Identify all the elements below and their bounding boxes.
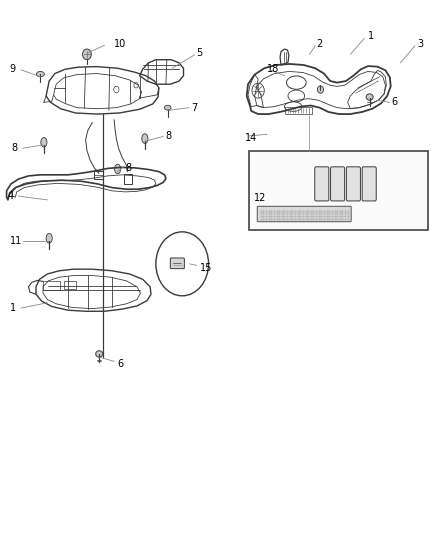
Bar — [249, 151, 427, 230]
Text: 15: 15 — [200, 263, 212, 272]
Ellipse shape — [36, 71, 44, 77]
FancyBboxPatch shape — [170, 258, 184, 269]
Text: 6: 6 — [117, 359, 124, 368]
Ellipse shape — [95, 351, 102, 357]
FancyBboxPatch shape — [346, 167, 360, 201]
Bar — [94, 171, 103, 179]
Text: 8: 8 — [11, 143, 17, 153]
Text: 7: 7 — [191, 103, 197, 112]
Text: 10: 10 — [114, 39, 126, 49]
Bar — [285, 107, 311, 114]
FancyBboxPatch shape — [361, 167, 375, 201]
Text: 1: 1 — [367, 31, 373, 41]
Text: 5: 5 — [196, 49, 202, 58]
Text: 14: 14 — [244, 133, 257, 142]
Text: 12: 12 — [253, 193, 265, 203]
Text: 6: 6 — [391, 98, 397, 107]
Ellipse shape — [365, 94, 372, 100]
Text: 3: 3 — [416, 39, 422, 49]
Text: 1: 1 — [10, 303, 16, 313]
Bar — [124, 174, 131, 184]
Text: 4: 4 — [8, 191, 14, 201]
Ellipse shape — [41, 138, 47, 147]
Bar — [64, 281, 76, 289]
Bar — [43, 281, 60, 290]
FancyBboxPatch shape — [314, 167, 328, 201]
Text: 18: 18 — [266, 64, 279, 74]
Circle shape — [317, 86, 323, 93]
Ellipse shape — [141, 134, 148, 143]
FancyBboxPatch shape — [257, 206, 350, 222]
Text: 11: 11 — [10, 236, 22, 246]
Text: 8: 8 — [165, 131, 171, 141]
Text: 2: 2 — [315, 39, 321, 49]
FancyBboxPatch shape — [330, 167, 344, 201]
Circle shape — [82, 49, 91, 60]
Ellipse shape — [46, 233, 52, 243]
Ellipse shape — [164, 106, 170, 110]
Text: 9: 9 — [10, 64, 16, 74]
Text: 8: 8 — [125, 163, 131, 173]
Ellipse shape — [114, 164, 120, 174]
